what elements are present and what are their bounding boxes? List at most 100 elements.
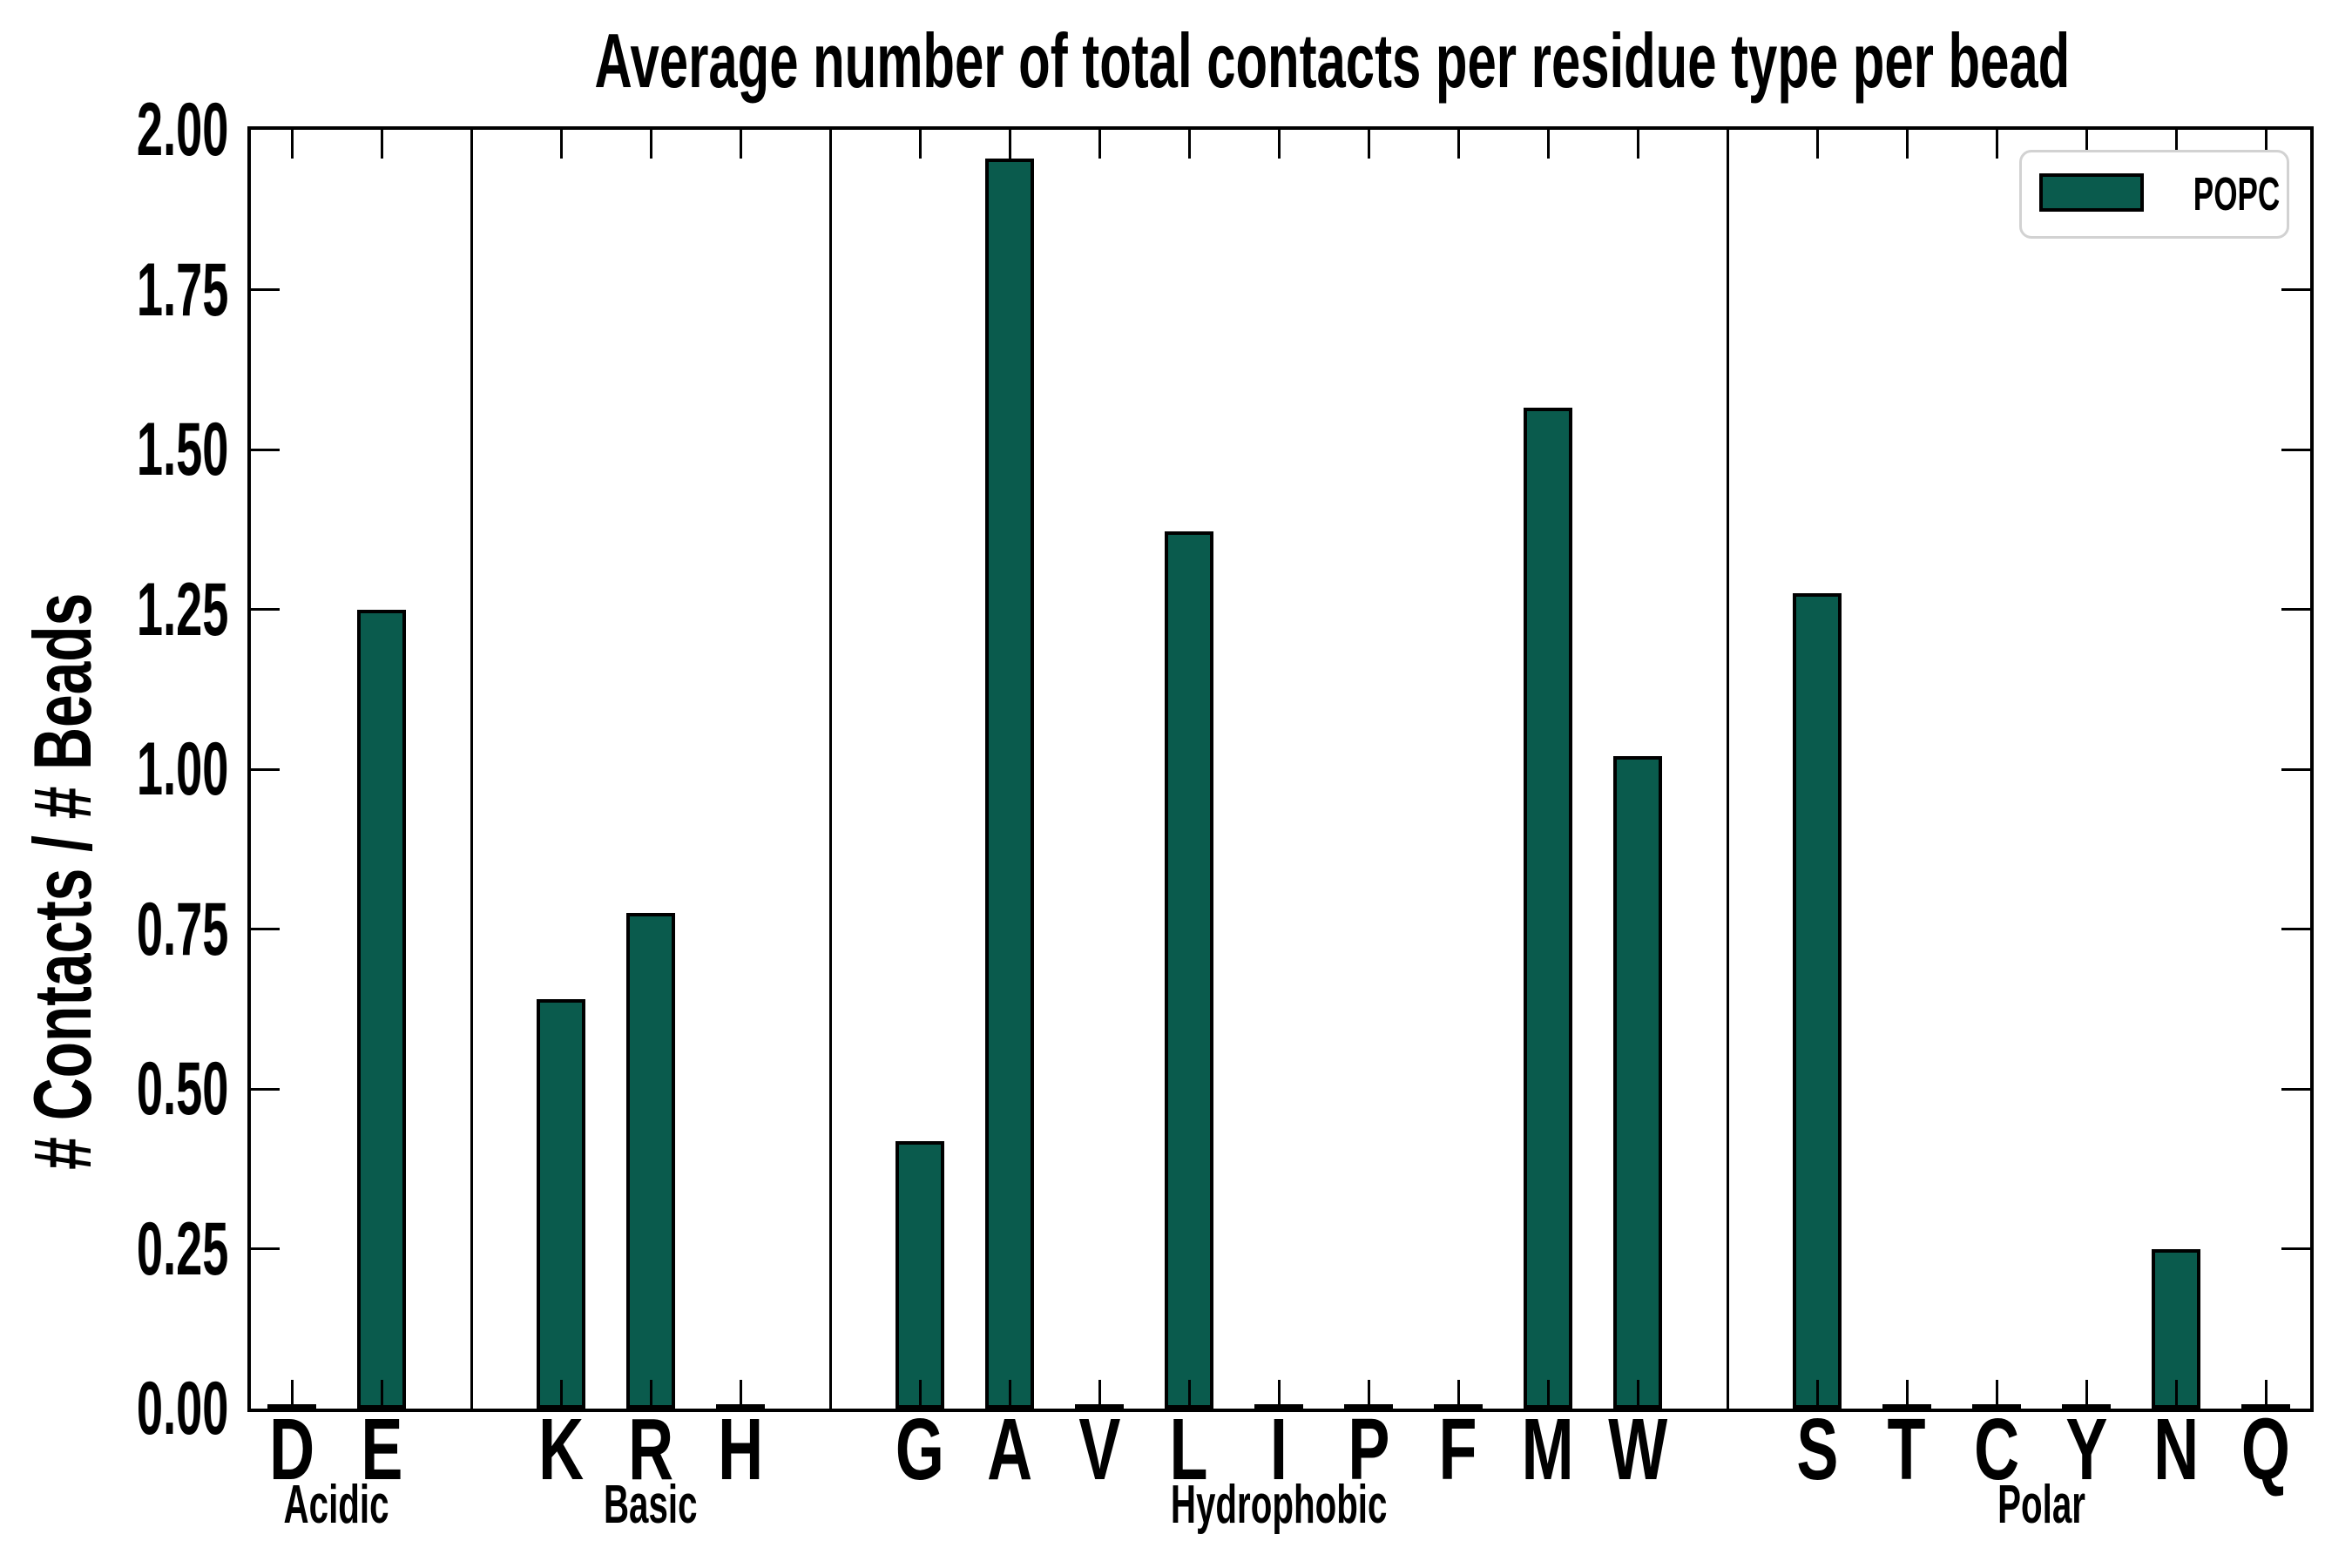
x-tick-bottom-W (1636, 1380, 1639, 1409)
x-tick-bottom-A (1008, 1380, 1011, 1409)
y-tick-label-2.00: 2.00 (83, 92, 228, 167)
x-tick-bottom-K (559, 1380, 563, 1409)
x-tick-top-M (1546, 130, 1550, 159)
x-tick-top-Q (2264, 130, 2268, 159)
bar-E (357, 609, 406, 1409)
x-tick-label-I: I (1218, 1406, 1340, 1493)
y-tick-label-text: 1.00 (136, 727, 228, 811)
y-tick-label-0.25: 0.25 (83, 1212, 228, 1287)
x-tick-bottom-I (1277, 1380, 1281, 1409)
y-tick-label-text: 1.75 (136, 247, 228, 332)
legend-swatch-popc (2039, 173, 2144, 212)
x-tick-label-F: F (1397, 1406, 1519, 1493)
y-tick-left (251, 767, 280, 771)
bar-A (985, 159, 1034, 1409)
x-tick-label-text: K (538, 1401, 584, 1498)
x-tick-bottom-N (2174, 1380, 2178, 1409)
group-divider-line (470, 130, 473, 1409)
x-tick-label-H: H (679, 1406, 801, 1493)
x-tick-label-text: N (2153, 1401, 2199, 1498)
y-tick-label-text: 1.25 (136, 567, 228, 652)
x-tick-bottom-D (290, 1380, 294, 1409)
y-tick-label-text: 0.50 (136, 1047, 228, 1131)
bar-R (626, 913, 675, 1409)
y-tick-left (251, 928, 280, 930)
x-tick-top-Y (2085, 130, 2088, 159)
y-tick-label-0.50: 0.50 (83, 1051, 228, 1126)
x-tick-top-R (649, 130, 652, 159)
group-label-basic: Basic (424, 1478, 877, 1532)
x-tick-label-R: R (590, 1406, 712, 1493)
y-tick-right (2281, 1087, 2310, 1091)
y-tick-label-text: 0.25 (136, 1206, 228, 1291)
y-tick-label-1.50: 1.50 (83, 412, 228, 487)
x-tick-label-L: L (1128, 1406, 1250, 1493)
x-tick-bottom-T (1905, 1380, 1909, 1409)
x-tick-label-text: H (718, 1401, 763, 1498)
x-tick-label-V: V (1038, 1406, 1160, 1493)
x-tick-top-L (1187, 130, 1191, 159)
x-tick-label-text: G (895, 1401, 944, 1498)
y-tick-left (251, 448, 280, 451)
x-tick-bottom-S (1815, 1380, 1819, 1409)
x-tick-label-T: T (1846, 1406, 1968, 1493)
x-tick-label-text: S (1795, 1401, 1839, 1498)
y-tick-left (251, 1087, 280, 1091)
group-divider-line (828, 130, 832, 1409)
x-tick-label-N: N (2115, 1406, 2237, 1493)
y-tick-label-text: 0.00 (136, 1367, 228, 1450)
x-tick-label-W: W (1577, 1406, 1699, 1493)
x-tick-top-H (739, 130, 742, 159)
x-tick-label-text: C (1974, 1401, 2019, 1498)
x-tick-label-Q: Q (2205, 1406, 2327, 1493)
group-label-acidic: Acidic (111, 1478, 564, 1532)
x-tick-bottom-Q (2264, 1380, 2268, 1409)
group-label-polar: Polar (1815, 1478, 2268, 1532)
y-tick-label-0.75: 0.75 (83, 892, 228, 967)
x-tick-label-text: W (1608, 1401, 1667, 1498)
y-tick-left (251, 608, 280, 611)
y-tick-label-text: 1.50 (136, 408, 228, 491)
group-label-text: Polar (1997, 1475, 2085, 1535)
bar-S (1793, 593, 1842, 1409)
y-tick-label-0.00: 0.00 (83, 1371, 228, 1446)
y-tick-left (251, 288, 280, 291)
x-tick-top-A (1008, 130, 1011, 159)
x-tick-label-text: M (1522, 1401, 1574, 1498)
x-tick-label-text: L (1170, 1401, 1208, 1498)
x-tick-label-text: F (1439, 1401, 1477, 1498)
y-tick-label-1.00: 1.00 (83, 732, 228, 807)
x-tick-label-A: A (949, 1406, 1071, 1493)
x-tick-label-M: M (1487, 1406, 1609, 1493)
x-tick-label-text: R (628, 1401, 673, 1498)
x-tick-bottom-P (1367, 1380, 1370, 1409)
x-tick-label-text: A (987, 1401, 1032, 1498)
bar-L (1165, 531, 1213, 1409)
group-label-hydrophobic: Hydrophobic (1052, 1478, 1505, 1532)
x-tick-top-E (380, 130, 383, 159)
bar-K (537, 999, 585, 1409)
y-tick-label-text: 0.75 (136, 887, 228, 971)
x-tick-bottom-H (739, 1380, 742, 1409)
group-label-text: Hydrophobic (1170, 1475, 1388, 1535)
bar-W (1613, 756, 1662, 1409)
x-tick-label-text: Q (2240, 1401, 2290, 1498)
bar-G (896, 1141, 944, 1409)
y-tick-right (2281, 767, 2310, 771)
x-tick-top-G (918, 130, 922, 159)
group-label-text: Acidic (284, 1475, 389, 1535)
y-tick-label-text: 2.00 (136, 88, 228, 172)
chart-title: Average number of total contacts per res… (247, 21, 2314, 101)
x-tick-label-text: T (1888, 1401, 1926, 1498)
x-tick-top-I (1277, 130, 1281, 159)
x-tick-label-K: K (500, 1406, 622, 1493)
y-tick-right (2281, 1247, 2310, 1250)
x-tick-label-G: G (859, 1406, 981, 1493)
group-label-text: Basic (604, 1475, 698, 1535)
y-tick-right (2281, 448, 2310, 451)
x-tick-bottom-G (918, 1380, 922, 1409)
y-tick-label-1.25: 1.25 (83, 572, 228, 647)
x-tick-top-T (1905, 130, 1909, 159)
x-tick-label-text: V (1078, 1401, 1121, 1498)
